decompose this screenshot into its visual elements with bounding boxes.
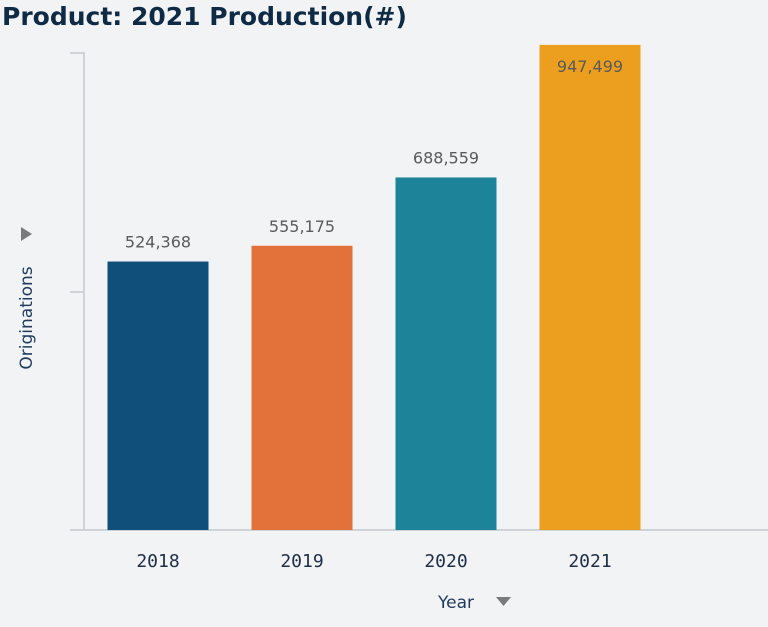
x-tick-label-2021: 2021 <box>568 551 611 572</box>
bar-2020[interactable] <box>395 177 497 530</box>
x-axis-tick-labels: 2018 2019 2020 2021 <box>136 551 611 572</box>
bar-series <box>107 44 641 530</box>
caret-right-icon[interactable] <box>21 227 32 241</box>
x-axis-title[interactable]: Year <box>437 593 474 613</box>
bar-value-label-2021: 947,499 <box>557 57 623 76</box>
chart-title: Product: 2021 Production(#) <box>2 2 407 31</box>
bar-value-label-2018: 524,368 <box>125 233 191 252</box>
bar-value-label-2019: 555,175 <box>269 217 335 236</box>
y-axis-title-group[interactable]: Originations <box>17 227 37 370</box>
data-labels: 524,368 555,175 688,559 947,499 <box>125 57 623 252</box>
caret-down-icon[interactable] <box>496 597 511 606</box>
bar-2019[interactable] <box>251 245 353 530</box>
x-axis-title-group[interactable]: Year <box>437 593 511 613</box>
bar-2018[interactable] <box>107 261 209 530</box>
x-tick-label-2018: 2018 <box>136 551 179 572</box>
bar-value-label-2020: 688,559 <box>413 148 479 167</box>
y-axis-title[interactable]: Originations <box>17 266 37 369</box>
x-tick-label-2020: 2020 <box>424 551 467 572</box>
bar-2021[interactable] <box>539 44 641 530</box>
x-tick-label-2019: 2019 <box>280 551 323 572</box>
